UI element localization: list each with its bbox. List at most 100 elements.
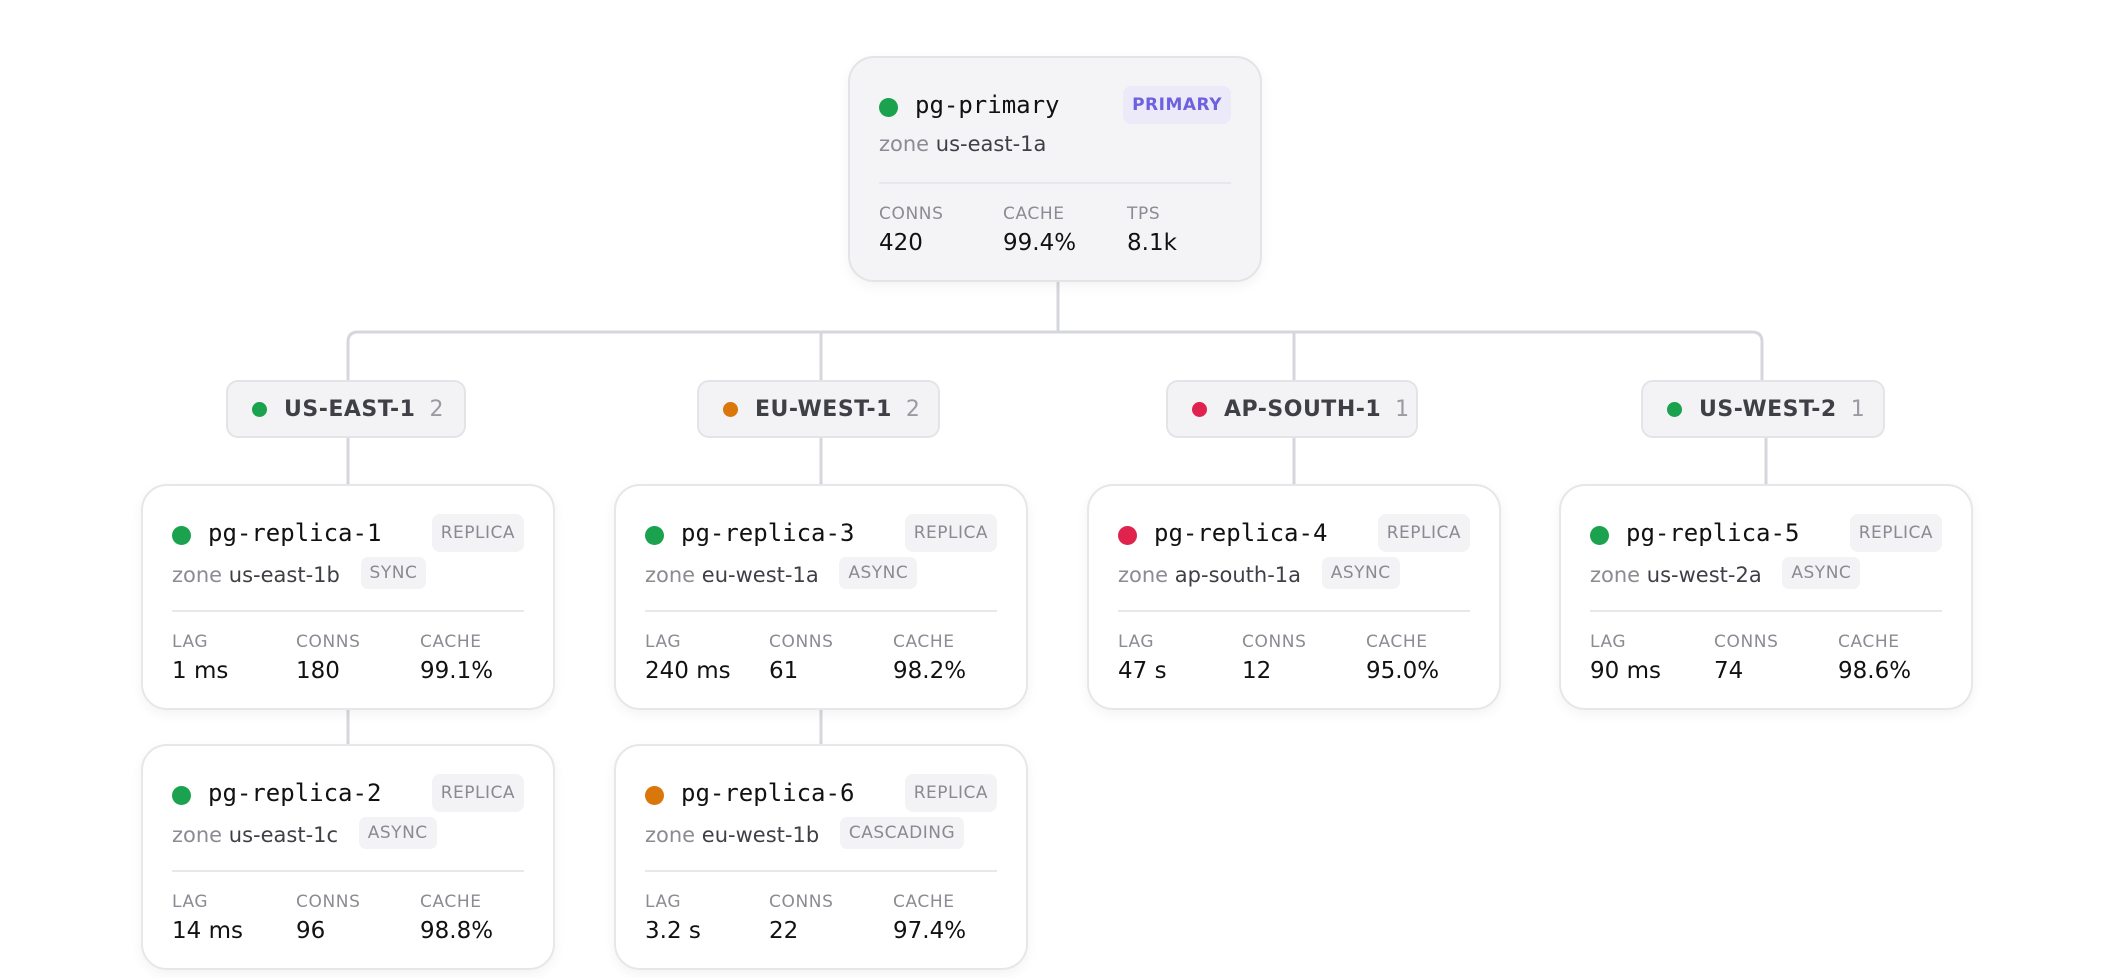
stat-label: CACHE bbox=[893, 892, 955, 912]
stat-label: CACHE bbox=[420, 632, 482, 652]
zone-label: zone bbox=[1118, 563, 1169, 587]
stat-label: CACHE bbox=[1003, 204, 1065, 224]
stat-label: LAG bbox=[1118, 632, 1155, 652]
node-header: pg-replica-5 REPLICA bbox=[1590, 514, 1942, 556]
zone-row: zone ap-south-1a ASYNC bbox=[1118, 557, 1400, 594]
zone-row: zone us-east-1a bbox=[879, 132, 1046, 166]
region-status-dot bbox=[252, 401, 267, 417]
stat-value: 12 bbox=[1242, 658, 1272, 684]
stat-conns: CONNS 96 bbox=[296, 892, 360, 944]
stat-value: 98.6% bbox=[1838, 658, 1912, 684]
zone-label: zone bbox=[645, 823, 696, 847]
role-badge: PRIMARY bbox=[1123, 86, 1231, 124]
region-count: 1 bbox=[1850, 396, 1865, 422]
region-label: US-WEST-2 bbox=[1699, 396, 1837, 422]
replication-mode-badge: ASYNC bbox=[358, 817, 437, 849]
status-dot bbox=[172, 786, 191, 805]
stat-value: 96 bbox=[296, 918, 326, 944]
node-card-pg-replica-4[interactable]: pg-replica-4 REPLICA zone ap-south-1a AS… bbox=[1087, 484, 1501, 710]
replication-mode-badge: CASCADING bbox=[839, 817, 965, 849]
node-card-pg-replica-3[interactable]: pg-replica-3 REPLICA zone eu-west-1a ASY… bbox=[614, 484, 1028, 710]
stat-label: CACHE bbox=[1838, 632, 1900, 652]
divider bbox=[645, 870, 997, 872]
node-card-pg-primary[interactable]: pg-primary PRIMARY zone us-east-1a CONNS… bbox=[848, 56, 1262, 282]
stat-lag: LAG 240 ms bbox=[645, 632, 731, 684]
stat-lag: LAG 1 ms bbox=[172, 632, 228, 684]
stat-tps: TPS 8.1k bbox=[1127, 204, 1177, 256]
zone-value: us-west-2a bbox=[1646, 563, 1762, 587]
region-label: AP-SOUTH-1 bbox=[1224, 396, 1382, 422]
status-dot bbox=[879, 98, 898, 117]
region-pill-eu-west-1[interactable]: EU-WEST-1 2 bbox=[697, 380, 940, 438]
stat-label: LAG bbox=[172, 632, 209, 652]
stat-label: CONNS bbox=[1714, 632, 1779, 652]
zone-value: eu-west-1b bbox=[701, 823, 820, 847]
node-name: pg-replica-5 bbox=[1626, 519, 1800, 547]
stat-value: 14 ms bbox=[172, 918, 243, 944]
region-status-dot bbox=[1192, 401, 1207, 417]
node-card-pg-replica-1[interactable]: pg-replica-1 REPLICA zone us-east-1b SYN… bbox=[141, 484, 555, 710]
divider bbox=[879, 182, 1231, 184]
node-name: pg-replica-2 bbox=[208, 779, 382, 807]
node-card-pg-replica-2[interactable]: pg-replica-2 REPLICA zone us-east-1c ASY… bbox=[141, 744, 555, 970]
stat-conns: CONNS 12 bbox=[1242, 632, 1306, 684]
zone-label: zone bbox=[645, 563, 696, 587]
role-badge: REPLICA bbox=[431, 514, 524, 552]
replication-mode-badge: SYNC bbox=[360, 557, 427, 589]
divider bbox=[645, 610, 997, 612]
stat-cache: CACHE 99.1% bbox=[420, 632, 493, 684]
stat-label: CONNS bbox=[296, 892, 361, 912]
stat-label: CACHE bbox=[1366, 632, 1428, 652]
stat-label: LAG bbox=[645, 892, 682, 912]
zone-label: zone bbox=[172, 823, 223, 847]
stat-cache: CACHE 95.0% bbox=[1366, 632, 1439, 684]
status-dot bbox=[645, 786, 664, 805]
role-badge: REPLICA bbox=[904, 774, 997, 812]
stat-conns: CONNS 180 bbox=[296, 632, 360, 684]
status-dot bbox=[1118, 526, 1137, 545]
zone-row: zone us-east-1c ASYNC bbox=[172, 817, 437, 854]
stat-label: CACHE bbox=[420, 892, 482, 912]
region-pill-ap-south-1[interactable]: AP-SOUTH-1 1 bbox=[1166, 380, 1418, 438]
stat-label: LAG bbox=[1590, 632, 1627, 652]
stat-label: CONNS bbox=[769, 632, 834, 652]
stat-value: 74 bbox=[1714, 658, 1744, 684]
node-header: pg-replica-6 REPLICA bbox=[645, 774, 997, 816]
stat-value: 3.2 s bbox=[645, 918, 701, 944]
replication-mode-badge: ASYNC bbox=[1321, 557, 1400, 589]
stat-value: 61 bbox=[769, 658, 799, 684]
stat-cache: CACHE 99.4% bbox=[1003, 204, 1076, 256]
stat-label: CONNS bbox=[769, 892, 834, 912]
divider bbox=[1590, 610, 1942, 612]
stat-lag: LAG 14 ms bbox=[172, 892, 243, 944]
region-pill-us-west-2[interactable]: US-WEST-2 1 bbox=[1641, 380, 1885, 438]
stat-value: 47 s bbox=[1118, 658, 1167, 684]
stat-value: 180 bbox=[296, 658, 340, 684]
region-pill-us-east-1[interactable]: US-EAST-1 2 bbox=[226, 380, 466, 438]
zone-label: zone bbox=[172, 563, 223, 587]
stat-value: 22 bbox=[769, 918, 799, 944]
stat-cache: CACHE 98.6% bbox=[1838, 632, 1911, 684]
role-badge: REPLICA bbox=[1377, 514, 1470, 552]
status-dot bbox=[172, 526, 191, 545]
stat-conns: CONNS 420 bbox=[879, 204, 943, 256]
stat-value: 8.1k bbox=[1127, 230, 1177, 256]
stat-label: LAG bbox=[645, 632, 682, 652]
zone-row: zone eu-west-1b CASCADING bbox=[645, 817, 965, 854]
divider bbox=[1118, 610, 1470, 612]
stat-conns: CONNS 22 bbox=[769, 892, 833, 944]
zone-row: zone us-west-2a ASYNC bbox=[1590, 557, 1861, 594]
stat-value: 99.4% bbox=[1003, 230, 1077, 256]
zone-label: zone bbox=[1590, 563, 1641, 587]
divider bbox=[172, 610, 524, 612]
divider bbox=[172, 870, 524, 872]
zone-row: zone us-east-1b SYNC bbox=[172, 557, 427, 594]
node-card-pg-replica-5[interactable]: pg-replica-5 REPLICA zone us-west-2a ASY… bbox=[1559, 484, 1973, 710]
node-name: pg-replica-4 bbox=[1154, 519, 1328, 547]
node-card-pg-replica-6[interactable]: pg-replica-6 REPLICA zone eu-west-1b CAS… bbox=[614, 744, 1028, 970]
replication-mode-badge: ASYNC bbox=[1782, 557, 1861, 589]
stat-value: 90 ms bbox=[1590, 658, 1661, 684]
region-count: 2 bbox=[429, 396, 444, 422]
stat-value: 420 bbox=[879, 230, 923, 256]
stat-lag: LAG 3.2 s bbox=[645, 892, 701, 944]
